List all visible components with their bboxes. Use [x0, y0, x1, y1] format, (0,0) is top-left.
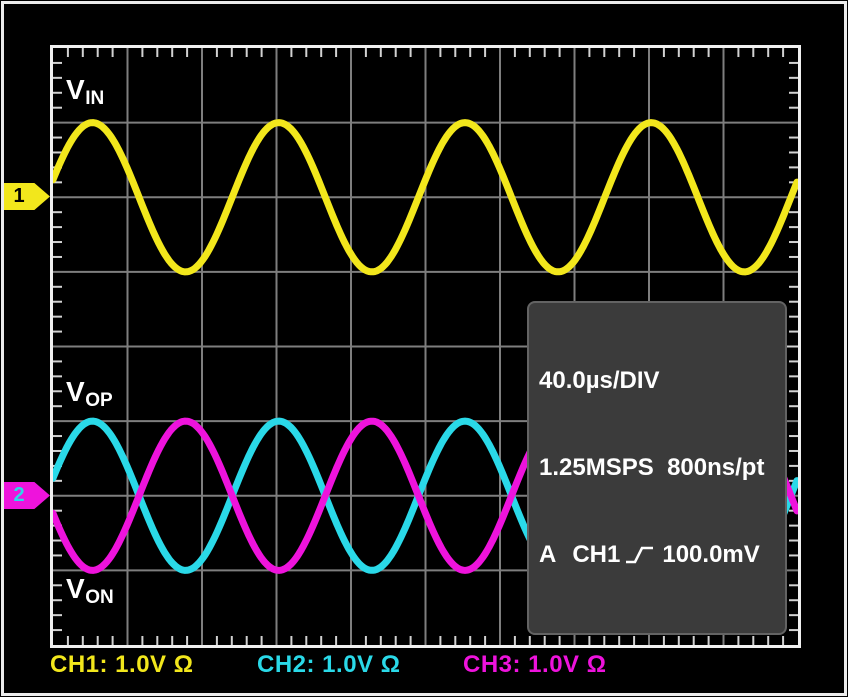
trigger-source: CH1 — [572, 541, 621, 568]
channel1-marker-number: 1 — [13, 185, 25, 207]
ch3-readout: CH3: 1.0V Ω — [463, 651, 607, 678]
von-label: VON — [66, 573, 114, 609]
waveform-ch1 — [53, 119, 798, 276]
ch2-readout: CH2: 1.0V Ω — [257, 651, 401, 678]
sample-rate-readout: 1.25MSPS 800ns/pt — [539, 454, 765, 481]
vin-label: VIN — [66, 74, 105, 110]
rising-edge-icon — [626, 546, 654, 563]
ch1-readout: CH1: 1.0V Ω — [50, 651, 194, 678]
channel2-marker-number: 2 — [13, 484, 25, 506]
acquisition-info-box: 40.0µs/DIV 1.25MSPS 800ns/pt A CH1 100.0… — [527, 301, 787, 635]
trigger-level: 100.0mV — [662, 541, 760, 568]
vop-label: VOP — [66, 376, 113, 412]
trigger-mode: A — [539, 541, 557, 568]
channel2-marker[interactable]: 2 — [4, 482, 50, 509]
channel1-marker[interactable]: 1 — [4, 183, 50, 210]
trigger-readout: A CH1 100.0mV — [539, 540, 777, 569]
timebase-readout: 40.0µs/DIV — [539, 367, 660, 394]
